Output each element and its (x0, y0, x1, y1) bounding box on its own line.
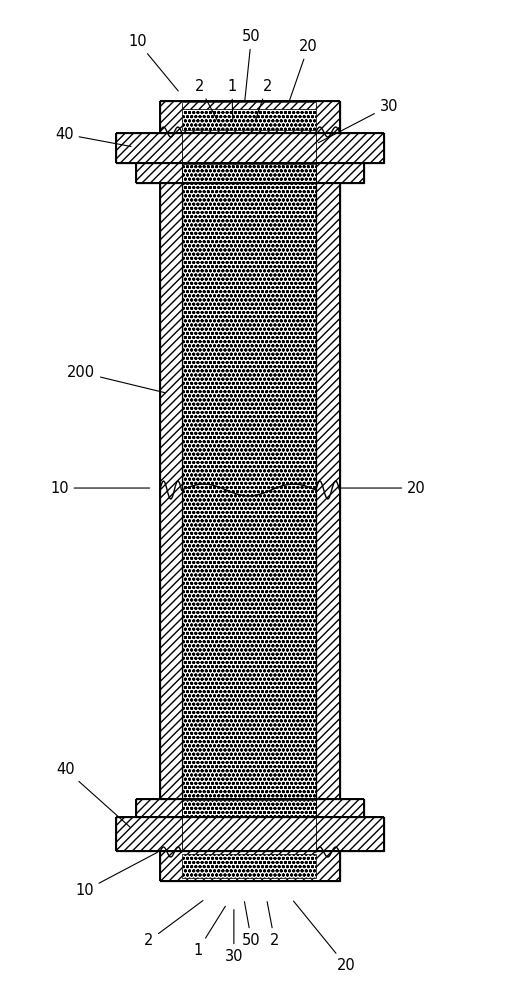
Bar (181, 800, 315, 816)
Text: 20: 20 (288, 39, 317, 101)
Bar (160, 101, 339, 133)
Bar (160, 183, 181, 799)
Text: 30: 30 (224, 910, 242, 964)
Bar (160, 851, 339, 881)
Text: 40: 40 (55, 127, 131, 146)
Bar (136, 799, 363, 817)
Text: 2: 2 (194, 79, 217, 121)
Text: 50: 50 (242, 29, 260, 101)
Text: 10: 10 (128, 34, 178, 91)
Text: 10: 10 (50, 481, 149, 496)
Bar (181, 183, 315, 799)
Bar (315, 183, 339, 799)
Text: 40: 40 (56, 762, 130, 827)
Bar (181, 104, 315, 130)
Text: 1: 1 (192, 906, 225, 958)
Text: 50: 50 (242, 902, 260, 948)
Bar (181, 854, 315, 878)
Text: 2: 2 (255, 79, 271, 120)
Text: 20: 20 (338, 481, 425, 496)
Text: 10: 10 (75, 852, 157, 898)
Text: 200: 200 (67, 365, 165, 393)
Bar (181, 102, 315, 109)
Bar (181, 164, 315, 182)
Text: 1: 1 (227, 79, 236, 120)
Text: 30: 30 (318, 99, 397, 143)
Bar (116, 133, 383, 163)
Text: 2: 2 (144, 901, 203, 948)
Bar (116, 817, 383, 851)
Bar (136, 163, 363, 183)
Text: 2: 2 (267, 902, 279, 948)
Text: 20: 20 (293, 901, 355, 973)
